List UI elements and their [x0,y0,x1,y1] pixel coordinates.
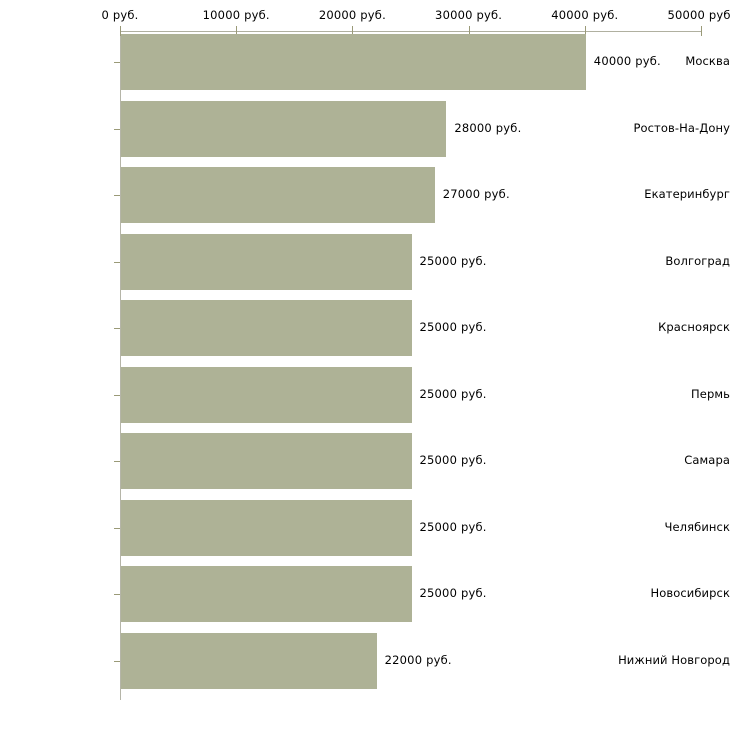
bar[interactable] [121,632,377,689]
x-axis-tick-label: 0 руб. [101,8,139,22]
bar-value-label: 28000 руб. [454,120,522,135]
x-axis-tick [584,26,586,36]
y-axis-tick [114,660,120,662]
bar[interactable] [121,433,412,489]
x-axis-tick [468,26,470,36]
bar-value-label: 22000 руб. [384,652,452,667]
y-axis-category-label: Ростов-На-Дону [633,120,730,135]
x-axis-tick-label: 50000 руб. [667,8,730,22]
x-axis-tick-label: 30000 руб. [435,8,503,22]
y-axis-category-label: Волгоград [665,253,730,268]
bar-value-label: 25000 руб. [419,320,487,334]
y-axis-tick [114,594,120,595]
bar-value-label: 25000 руб. [419,386,487,401]
bar-value-label: 25000 руб. [419,519,487,534]
y-axis-tick [114,527,120,529]
x-axis-tick-label: 40000 руб. [551,8,619,22]
y-axis-tick [114,261,120,263]
x-axis-tick-label: 20000 руб. [318,8,386,22]
bar-value-label: 25000 руб. [419,453,487,467]
x-axis-tick [352,26,354,36]
bar[interactable] [121,499,412,556]
bar[interactable] [121,300,412,356]
y-axis-tick [114,128,120,130]
bar[interactable] [121,100,447,157]
y-axis-tick [114,461,120,462]
y-axis-category-label: Москва [685,54,730,68]
bar[interactable] [121,366,412,423]
x-axis-tick [701,26,702,36]
bar-value-label: 25000 руб. [419,253,487,268]
y-axis-tick [114,394,120,396]
x-axis-tick [120,26,121,36]
y-axis-category-label: Челябинск [664,519,730,534]
bar[interactable] [121,566,412,622]
y-axis-category-label: Екатеринбург [644,187,730,201]
y-axis-category-label: Красноярск [658,320,730,334]
x-axis-line [120,31,701,32]
x-axis-tick [236,26,238,36]
y-axis-category-label: Пермь [691,386,730,401]
y-axis-category-label: Нижний Новгород [618,652,730,667]
y-axis-line [120,31,121,700]
y-axis-category-label: Новосибирск [650,586,730,600]
y-axis-tick [114,328,120,329]
y-axis-category-label: Самара [684,453,730,467]
bar-value-label: 27000 руб. [442,187,510,201]
bar-value-label: 40000 руб. [593,54,661,68]
x-axis-tick-label: 10000 руб. [202,8,270,22]
bar[interactable] [121,167,435,223]
y-axis-tick [114,195,120,196]
y-axis-tick [114,62,120,63]
bar[interactable] [121,233,412,290]
bar[interactable] [121,34,586,90]
bar-value-label: 25000 руб. [419,586,487,600]
